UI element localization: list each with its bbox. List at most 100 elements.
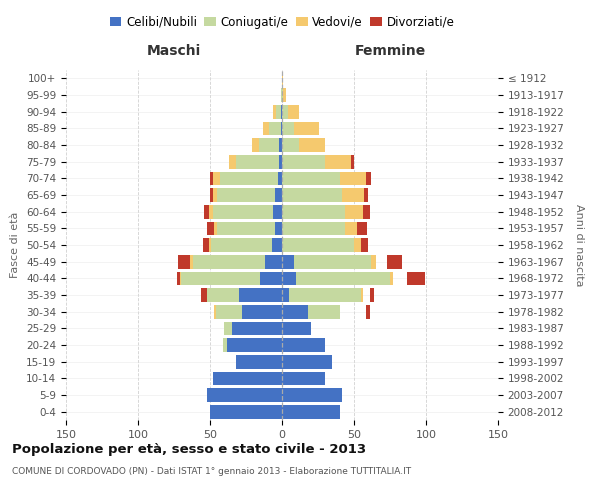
Bar <box>282 322 311 335</box>
Bar <box>274 205 282 218</box>
Bar <box>371 255 376 268</box>
Bar <box>282 205 346 218</box>
Bar <box>229 155 236 168</box>
Bar <box>239 288 282 302</box>
Bar <box>407 272 425 285</box>
Text: COMUNE DI CORDOVADO (PN) - Dati ISTAT 1° gennaio 2013 - Elaborazione TUTTITALIA.: COMUNE DI CORDOVADO (PN) - Dati ISTAT 1°… <box>12 468 411 476</box>
Bar <box>278 172 282 185</box>
Bar <box>210 405 282 418</box>
Bar <box>282 338 325 352</box>
Bar <box>216 305 242 318</box>
Bar <box>207 288 239 302</box>
Bar <box>223 338 227 352</box>
Bar <box>370 288 374 302</box>
Bar <box>293 122 319 135</box>
Bar <box>346 205 362 218</box>
Bar <box>282 322 293 335</box>
Text: Popolazione per età, sesso e stato civile - 2013: Popolazione per età, sesso e stato civil… <box>12 442 366 456</box>
Bar <box>214 222 217 235</box>
Bar <box>214 305 216 318</box>
Bar <box>242 305 282 318</box>
Bar <box>364 188 368 202</box>
Bar <box>281 105 282 118</box>
Bar <box>265 255 282 268</box>
Text: Maschi: Maschi <box>147 44 201 59</box>
Bar <box>362 205 370 218</box>
Bar <box>181 272 260 285</box>
Bar <box>276 105 281 118</box>
Bar <box>204 205 209 218</box>
Bar <box>263 122 269 135</box>
Bar <box>269 122 281 135</box>
Bar <box>207 222 214 235</box>
Y-axis label: Fasce di età: Fasce di età <box>10 212 20 278</box>
Bar <box>282 138 299 152</box>
Bar <box>227 338 282 352</box>
Bar <box>217 222 275 235</box>
Bar <box>351 155 354 168</box>
Bar <box>220 172 278 185</box>
Bar <box>224 322 232 335</box>
Bar <box>325 155 351 168</box>
Bar <box>232 322 282 335</box>
Bar <box>282 172 340 185</box>
Bar <box>180 272 181 285</box>
Bar <box>282 305 340 318</box>
Bar <box>213 172 220 185</box>
Bar <box>282 288 361 302</box>
Bar <box>202 288 207 302</box>
Bar <box>281 122 282 135</box>
Bar <box>190 255 193 268</box>
Bar <box>209 205 213 218</box>
Bar <box>210 188 213 202</box>
Bar <box>282 238 354 252</box>
Bar <box>275 188 282 202</box>
Bar <box>279 138 282 152</box>
Bar <box>211 238 272 252</box>
Bar <box>361 238 368 252</box>
Bar <box>213 205 274 218</box>
Bar <box>236 155 279 168</box>
Bar <box>178 255 190 268</box>
Bar <box>282 88 283 102</box>
Bar <box>282 255 293 268</box>
Bar <box>282 188 343 202</box>
Bar <box>283 88 286 102</box>
Bar <box>361 288 362 302</box>
Bar <box>282 405 340 418</box>
Bar <box>282 338 289 352</box>
Bar <box>282 272 390 285</box>
Bar <box>279 155 282 168</box>
Bar <box>177 272 180 285</box>
Bar <box>299 138 325 152</box>
Bar <box>260 272 282 285</box>
Bar <box>259 138 279 152</box>
Bar <box>282 255 371 268</box>
Y-axis label: Anni di nascita: Anni di nascita <box>574 204 584 286</box>
Bar <box>282 155 325 168</box>
Bar <box>274 105 276 118</box>
Bar <box>346 222 357 235</box>
Bar <box>282 355 332 368</box>
Bar <box>343 188 364 202</box>
Bar <box>252 138 259 152</box>
Bar <box>275 222 282 235</box>
Bar <box>365 305 370 318</box>
Legend: Celibi/Nubili, Coniugati/e, Vedovi/e, Divorziati/e: Celibi/Nubili, Coniugati/e, Vedovi/e, Di… <box>105 11 459 34</box>
Bar <box>282 222 346 235</box>
Bar <box>203 238 209 252</box>
Bar <box>282 72 283 85</box>
Bar <box>217 188 275 202</box>
Bar <box>282 372 325 385</box>
Bar <box>213 188 217 202</box>
Bar <box>365 172 371 185</box>
Bar <box>357 222 367 235</box>
Bar <box>210 172 213 185</box>
Bar <box>282 305 308 318</box>
Bar <box>282 288 289 302</box>
Bar <box>390 272 393 285</box>
Bar <box>193 255 265 268</box>
Bar <box>281 88 282 102</box>
Text: Femmine: Femmine <box>355 44 425 59</box>
Bar <box>340 172 365 185</box>
